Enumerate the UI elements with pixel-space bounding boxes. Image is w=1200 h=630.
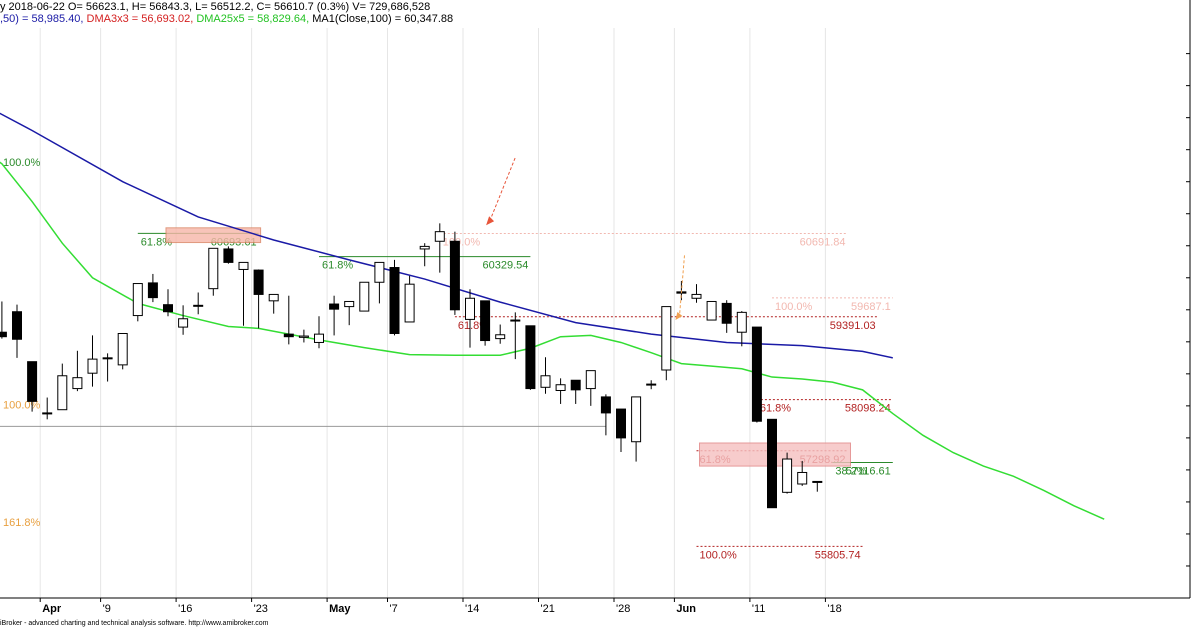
fib-level-percent: 100.0% xyxy=(775,301,813,313)
candle-body xyxy=(132,283,143,317)
candle-body xyxy=(389,267,400,334)
candle-body xyxy=(751,326,762,422)
fib-level-percent: 100.0% xyxy=(700,549,738,561)
candle-body xyxy=(706,300,717,321)
x-tick-label: '11 xyxy=(752,603,766,615)
candle-body xyxy=(510,319,521,322)
candle-body xyxy=(434,231,445,242)
candle-body xyxy=(646,383,657,386)
fib-level-percent: 100.0% xyxy=(3,399,41,411)
x-tick-label: May xyxy=(329,603,351,615)
candle-body xyxy=(0,331,7,338)
fib-level-value: 59391.03 xyxy=(830,320,876,332)
candle-body xyxy=(147,282,158,299)
candle-body xyxy=(782,458,793,493)
candle-body xyxy=(616,408,626,439)
candle-body xyxy=(27,361,38,402)
indicator-value-2: DMA25x5 = 58,829.64, xyxy=(196,13,313,25)
candle-body xyxy=(480,300,491,342)
candle-body xyxy=(359,281,370,312)
x-tick-label: '28 xyxy=(616,603,630,615)
fib-level-value: 55805.74 xyxy=(815,549,861,561)
candle-body xyxy=(193,304,204,307)
arrow-line-1 xyxy=(488,157,516,223)
candle-body xyxy=(268,293,279,302)
candle-body xyxy=(525,325,536,390)
candle-body xyxy=(449,240,460,311)
fib-level-percent: 61.8% xyxy=(322,260,353,272)
candle-body xyxy=(585,370,596,390)
x-tick-label: '7 xyxy=(390,603,398,615)
x-tick-label: '18 xyxy=(827,603,841,615)
candle-body xyxy=(570,379,581,391)
candle-body xyxy=(540,375,551,388)
candle-body xyxy=(374,261,385,283)
ma50-line xyxy=(0,112,893,359)
candle-body xyxy=(631,396,642,443)
zone-orange xyxy=(165,227,262,244)
fib-level-percent: 100.0% xyxy=(3,157,41,169)
x-tick-label: '23 xyxy=(254,603,268,615)
candle-body xyxy=(555,384,566,391)
candle-body xyxy=(600,396,611,414)
candle-body xyxy=(57,375,68,411)
candle-body xyxy=(691,293,702,299)
candle-body xyxy=(253,269,264,295)
candle-body xyxy=(223,248,234,263)
candle-body xyxy=(495,334,506,340)
fib-level-value: 58098.24 xyxy=(845,403,891,415)
x-tick-label: '21 xyxy=(541,603,555,615)
x-tick-label: '16 xyxy=(178,603,192,615)
fib-level-value: 60691.84 xyxy=(800,236,846,248)
fib-level-percent: 61.8% xyxy=(760,403,791,415)
candle-body xyxy=(404,283,415,323)
candle-body xyxy=(419,245,430,250)
indicator-value-3: MA1(Close,100) = 60,347.88 xyxy=(312,13,454,25)
fib-level-percent: 38.2% xyxy=(835,465,866,477)
candle-body xyxy=(163,304,173,313)
fib-level-percent: 100.0% xyxy=(443,236,481,248)
candle-body xyxy=(238,261,249,270)
arrow-head-1 xyxy=(486,216,495,226)
fib-level-percent: 61.8% xyxy=(141,236,172,248)
x-tick-label: Jun xyxy=(676,603,696,615)
x-tick-label: '9 xyxy=(103,603,111,615)
candle-body xyxy=(329,303,340,310)
candle-body xyxy=(117,332,128,366)
fib-level-value: 57116.61 xyxy=(846,465,891,477)
candle-body xyxy=(314,333,324,343)
candle-body xyxy=(344,300,355,308)
indicator-value-0: ,50) = 58,985.40, xyxy=(0,13,87,25)
candle-body xyxy=(298,335,309,338)
fib-level-percent: 161.8% xyxy=(3,517,41,529)
indicator-header: ,50) = 58,985.40, DMA3x3 = 56,693.02, DM… xyxy=(0,13,453,25)
arrow-head-2 xyxy=(675,312,683,321)
indicator-value-1: DMA3x3 = 56,693.02, xyxy=(86,13,197,25)
x-tick-label: Apr xyxy=(42,603,62,615)
candle-body xyxy=(102,357,113,360)
candle-body xyxy=(812,480,823,483)
candle-body xyxy=(767,418,777,509)
candle-body xyxy=(721,302,732,324)
arrow-line-2 xyxy=(678,255,685,317)
ohlc-header: y 2018-06-22 O= 56623.1, H= 56843.3, L= … xyxy=(0,1,431,13)
candle-body xyxy=(87,358,98,374)
candle-body xyxy=(736,311,747,333)
ma25-line xyxy=(0,161,1105,520)
candle-body xyxy=(208,247,219,290)
candle-body xyxy=(465,297,475,320)
candle-body xyxy=(42,412,53,415)
candle-body xyxy=(72,377,83,390)
candle-body xyxy=(12,311,22,340)
candle-body xyxy=(283,333,294,338)
fib-level-value: 59687.1 xyxy=(851,301,891,313)
x-tick-label: '14 xyxy=(465,603,479,615)
candle-body xyxy=(797,471,808,485)
footer-credit: iBroker - advanced charting and technica… xyxy=(0,620,269,627)
candle-body xyxy=(661,306,672,371)
candle-body xyxy=(178,318,189,328)
fib-level-value: 60329.54 xyxy=(483,260,529,272)
